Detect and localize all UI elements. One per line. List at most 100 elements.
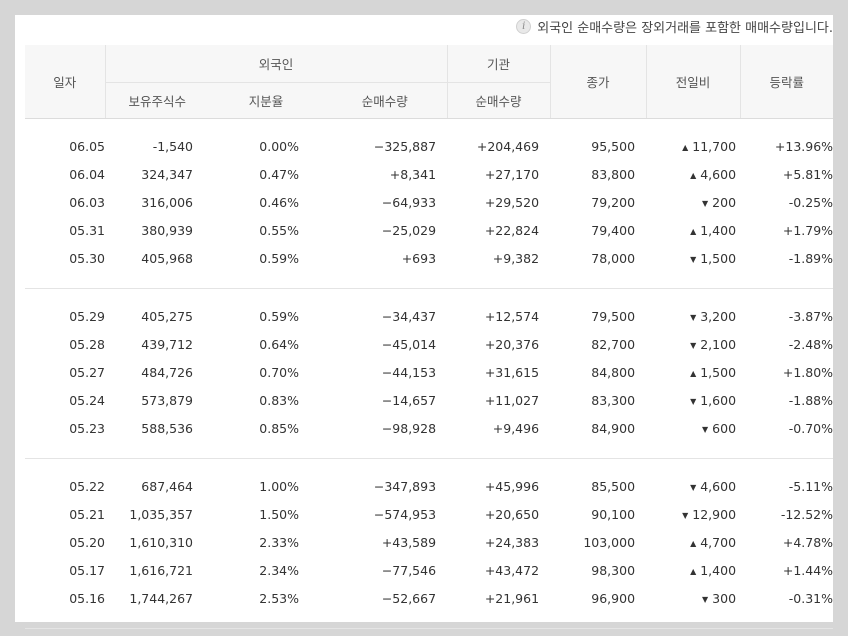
cell-inst-net: +45,996 [484,479,540,494]
down-triangle-icon: ▼ [690,397,697,406]
cell-inst-net: +24,383 [484,535,540,550]
up-triangle-icon: ▲ [690,369,697,378]
notice: i 외국인 순매수량은 장외거래를 포함한 매매수량입니다. [516,15,833,37]
down-triangle-icon: ▼ [702,595,709,604]
cell-inst-net: +20,650 [484,507,540,522]
cell-close: 84,800 [591,365,636,380]
cell-ratio: 0.59% [259,251,299,266]
cell-holdings: 316,006 [141,195,193,210]
cell-holdings: 1,035,357 [129,507,193,522]
cell-ratio: 1.50% [259,507,299,522]
cell-inst-net: +21,961 [484,591,540,606]
cell-change: ▼ 200 [646,189,740,217]
header-foreign-net: 순매수량 [323,82,448,119]
investor-trading-panel: i 외국인 순매수량은 장외거래를 포함한 매매수량입니다. 일자 외국인 기관… [15,15,834,629]
table-row: 05.28 439,712 0.64% −45,014 +20,376 82,700 ▼ 2,… [25,331,833,359]
cell-change: ▼ 300 [646,585,740,613]
cell-close: 79,200 [591,195,636,210]
cell-holdings: 1,744,267 [129,591,193,606]
change-value: 1,500 [700,251,737,266]
up-triangle-icon: ▲ [690,567,697,576]
table-row: 05.21 1,035,357 1.50% −574,953 +20,650 90,100… [25,501,833,529]
cell-holdings: 405,968 [141,251,193,266]
table-row: 05.29 405,275 0.59% −34,437 +12,574 79,500 ▼ 3,… [25,303,833,331]
cell-rate: +5.81% [782,167,834,182]
cell-rate: -2.48% [788,337,834,352]
cell-holdings: 484,726 [141,365,193,380]
up-triangle-icon: ▲ [682,143,689,152]
cell-inst-net: +31,615 [484,365,540,380]
cell-inst-net: +29,520 [484,195,540,210]
info-icon[interactable]: i [516,18,532,34]
cell-foreign-net: +43,589 [381,535,437,550]
change-value: 300 [712,591,737,606]
cell-date: 05.24 [69,393,105,408]
cell-rate: -12.52% [780,507,834,522]
cell-holdings: 1,616,721 [129,563,193,578]
cell-foreign-net: −25,029 [381,223,437,238]
header-rate: 등락률 [739,45,834,119]
table-row: 05.22 687,464 1.00% −347,893 +45,996 85,500 ▼ 4… [25,473,833,501]
cell-ratio: 0.64% [259,337,299,352]
down-triangle-icon: ▼ [690,483,697,492]
cell-close: 98,300 [591,563,636,578]
spacer-row [25,118,833,133]
cell-close: 84,900 [591,421,636,436]
table-row: 05.17 1,616,721 2.34% −77,546 +43,472 98,300 ▲… [25,557,833,585]
cell-foreign-net: −574,953 [373,507,437,522]
down-triangle-icon: ▼ [690,255,697,264]
cell-date: 05.20 [69,535,105,550]
table-body: 06.05 -1,540 0.00% −325,887 +204,469 95,500 ▲ 1… [25,118,834,629]
cell-close: 95,500 [591,139,636,154]
cell-foreign-net: −45,014 [381,337,437,352]
cell-change: ▼ 4,600 [646,473,740,501]
cell-change: ▼ 3,200 [646,303,740,331]
cell-rate: -1.88% [788,393,834,408]
cell-close: 83,800 [591,167,636,182]
cell-ratio: 1.00% [259,479,299,494]
cell-change: ▼ 600 [646,415,740,443]
table-row: 06.04 324,347 0.47% +8,341 +27,170 83,800 ▲ 4,6… [25,161,833,189]
cell-rate: +13.96% [774,139,834,154]
cell-rate: +1.80% [782,365,834,380]
cell-holdings: 687,464 [141,479,193,494]
cell-change: ▲ 1,500 [646,359,740,387]
cell-foreign-net: −64,933 [381,195,437,210]
cell-change: ▲ 1,400 [646,557,740,585]
cell-close: 85,500 [591,479,636,494]
cell-close: 79,500 [591,309,636,324]
cell-inst-net: +20,376 [484,337,540,352]
cell-holdings: 405,275 [141,309,193,324]
cell-holdings: 439,712 [141,337,193,352]
cell-foreign-net: −98,928 [381,421,437,436]
down-triangle-icon: ▼ [682,511,689,520]
cell-rate: +1.79% [782,223,834,238]
header-inst-net: 순매수량 [446,82,551,119]
cell-ratio: 0.47% [259,167,299,182]
cell-ratio: 0.00% [259,139,299,154]
cell-date: 05.22 [69,479,105,494]
cell-date: 05.31 [69,223,105,238]
cell-ratio: 0.59% [259,309,299,324]
cell-ratio: 0.46% [259,195,299,210]
header-foreign: 외국인 [104,45,448,83]
cell-change: ▼ 12,900 [646,501,740,529]
header-close: 종가 [549,45,647,119]
header-date: 일자 [25,45,105,119]
cell-date: 06.03 [69,195,105,210]
cell-inst-net: +27,170 [484,167,540,182]
cell-foreign-net: −347,893 [373,479,437,494]
up-triangle-icon: ▲ [690,227,697,236]
cell-date: 05.23 [69,421,105,436]
header-change: 전일비 [645,45,741,119]
table-row: 05.30 405,968 0.59% +693 +9,382 78,000 ▼ 1,500 -… [25,245,833,273]
cell-foreign-net: −77,546 [381,563,437,578]
change-value: 1,600 [700,393,737,408]
header-ratio: 지분율 [209,82,323,119]
cell-holdings: 324,347 [141,167,193,182]
change-value: 1,500 [700,365,737,380]
cell-rate: -5.11% [788,479,834,494]
cell-date: 05.27 [69,365,105,380]
change-value: 4,700 [700,535,737,550]
change-value: 1,400 [700,223,737,238]
